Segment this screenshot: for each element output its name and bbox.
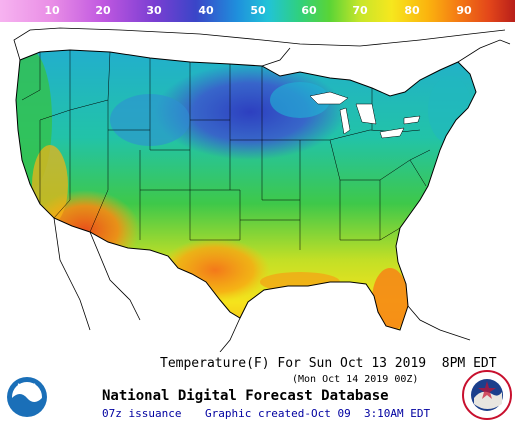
- legend-label-10: 10: [44, 4, 60, 17]
- legend-label-60: 60: [301, 4, 317, 17]
- noaa-logo-text: NOAA: [17, 383, 37, 390]
- nws-logo-icon: [462, 370, 512, 420]
- issuance-label: 07z issuance: [102, 407, 182, 420]
- legend-label-20: 20: [95, 4, 111, 17]
- forecast-utc-time: (Mon Oct 14 2019 00Z): [292, 374, 419, 385]
- forecast-caption: Temperature(F) For Sun Oct 13 2019 8PM E…: [160, 356, 497, 371]
- temperature-legend: 10 20 30 40 50 60 70 80 90: [0, 0, 515, 22]
- legend-label-80: 80: [404, 4, 420, 17]
- noaa-logo-icon: NOAA: [7, 377, 47, 417]
- legend-color-bar: [0, 0, 515, 22]
- legend-label-70: 70: [352, 4, 368, 17]
- database-title: National Digital Forecast Database: [102, 388, 389, 404]
- great-lakes: [309, 91, 421, 139]
- created-label: Graphic created-Oct 09 3:10AM EDT: [205, 407, 431, 420]
- country-borders: [13, 27, 511, 352]
- state-boundaries: [21, 50, 431, 250]
- legend-label-50: 50: [250, 4, 266, 17]
- legend-label-30: 30: [146, 4, 162, 17]
- temperature-map: [13, 27, 511, 352]
- legend-label-40: 40: [198, 4, 214, 17]
- legend-label-90: 90: [456, 4, 472, 17]
